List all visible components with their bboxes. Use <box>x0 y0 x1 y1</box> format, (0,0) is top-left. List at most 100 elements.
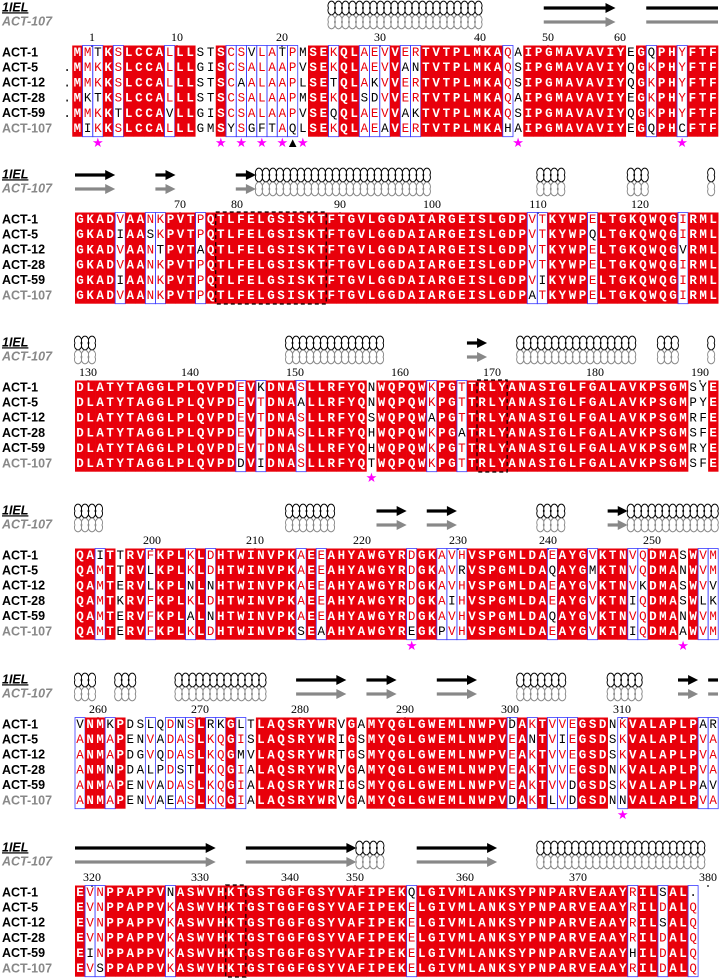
similar-column <box>406 885 418 978</box>
residue: G <box>448 457 456 471</box>
residue: A <box>268 92 276 106</box>
identical-column <box>577 548 588 640</box>
residue: A <box>586 92 594 106</box>
residue: Y <box>307 718 315 732</box>
residue: T <box>539 289 547 303</box>
ruler-number: 1 <box>89 30 95 44</box>
helix <box>74 672 96 688</box>
residue: V <box>177 289 185 303</box>
residue: N <box>468 733 476 747</box>
residue: G <box>267 244 275 258</box>
residue: W <box>478 764 486 778</box>
residue: A <box>328 580 336 594</box>
identical-column <box>346 380 357 472</box>
residue: K <box>227 947 235 961</box>
residue: T <box>227 610 235 624</box>
residue: A <box>619 396 627 410</box>
residue: P <box>438 396 446 410</box>
residue: G <box>619 259 627 273</box>
residue: P <box>518 213 526 227</box>
residue: F <box>297 901 305 915</box>
identical-column <box>406 212 417 304</box>
residue: I <box>549 427 557 441</box>
residue: A <box>529 442 537 456</box>
residue: W <box>237 610 245 624</box>
residue: R <box>478 381 486 395</box>
residue: S <box>478 564 486 578</box>
residue: K <box>207 764 215 778</box>
residue: G <box>247 886 255 900</box>
helix <box>174 672 267 688</box>
residue: N <box>518 396 526 410</box>
residue: A <box>599 412 607 426</box>
residue: I <box>287 259 295 273</box>
residue: E <box>589 244 597 258</box>
residue: Y <box>116 396 124 410</box>
identical-column <box>386 717 397 809</box>
identical-column <box>567 548 578 640</box>
identical-column <box>125 885 136 977</box>
residue: D <box>529 595 537 609</box>
residue: A <box>586 46 594 60</box>
residue: L <box>408 718 416 732</box>
residue: V <box>391 77 399 91</box>
structure-label: 1IEL <box>2 672 28 686</box>
identical-column <box>688 212 699 304</box>
residue: S <box>187 749 195 763</box>
residue: A <box>494 61 502 75</box>
residue: Q <box>388 794 396 808</box>
residue: S <box>257 932 265 946</box>
residue: C <box>227 46 235 60</box>
residue: N <box>619 595 627 609</box>
sequence-name: ACT-12 <box>2 916 45 930</box>
identical-column <box>255 548 267 640</box>
residue: L <box>609 412 617 426</box>
residue: P <box>289 107 297 121</box>
residue: K <box>330 92 338 106</box>
identical-column <box>356 885 367 977</box>
residue: T <box>699 107 707 121</box>
residue: E <box>458 289 466 303</box>
residue: G <box>428 932 436 946</box>
residue: L <box>368 244 376 258</box>
residue: V <box>267 625 275 639</box>
helix <box>114 672 137 688</box>
residue: E <box>76 901 84 915</box>
residue: G <box>579 549 587 563</box>
residue: L <box>599 213 607 227</box>
residue: L <box>257 749 265 763</box>
strand <box>436 692 469 696</box>
residue: P <box>106 947 114 961</box>
residue: T <box>187 764 195 778</box>
residue: Q <box>358 412 366 426</box>
markers: ★ <box>617 807 629 822</box>
identical-column <box>607 548 618 640</box>
residue: D <box>127 764 135 778</box>
helix <box>606 686 643 702</box>
residue: K <box>287 595 295 609</box>
residue: A <box>669 610 677 624</box>
residue: K <box>599 610 607 624</box>
residue: S <box>115 61 123 75</box>
residue: F <box>237 213 245 227</box>
residue: A <box>659 779 667 793</box>
residue: V <box>576 107 584 121</box>
residue: Q <box>689 917 697 931</box>
identical-column <box>185 45 196 137</box>
residue: H <box>217 917 225 931</box>
residue: V <box>358 244 366 258</box>
residue: Q <box>388 718 396 732</box>
residue: K <box>648 92 656 106</box>
residue: L <box>167 427 175 441</box>
residue: I <box>468 213 476 227</box>
residue: L <box>463 46 471 60</box>
residue: L <box>167 442 175 456</box>
residue: F <box>237 274 245 288</box>
residue: T <box>106 625 114 639</box>
residue: T <box>127 442 135 456</box>
strand <box>646 20 718 24</box>
sequence-name: ACT-59 <box>2 609 45 623</box>
residue: L <box>709 289 717 303</box>
residue: G <box>307 917 315 931</box>
